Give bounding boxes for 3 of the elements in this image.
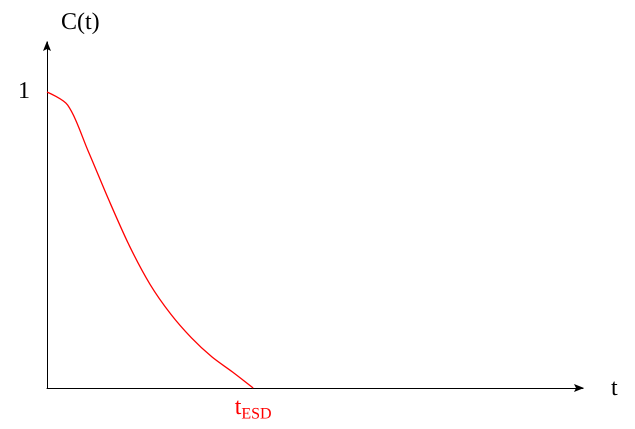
text: 1 [18,78,30,104]
y-axis-title: C(t) [61,9,100,35]
x-axis-title: t [611,375,618,401]
